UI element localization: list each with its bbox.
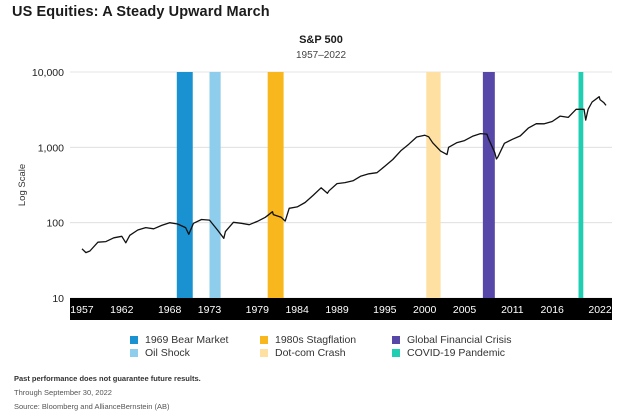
legend-item: COVID-19 Pandemic [392, 347, 505, 359]
legend-label: Global Financial Crisis [407, 334, 512, 346]
x-tick-label: 2022 [588, 304, 612, 316]
chart-legend: 1969 Bear Market Oil Shock 1980s Stagflati… [130, 334, 610, 364]
legend-swatch [130, 349, 138, 357]
legend-swatch [130, 336, 138, 344]
legend-label: COVID-19 Pandemic [407, 347, 506, 359]
sp500-chart: S&P 500 1957–2022 10 100 1,000 10,000 Log Scal… [17, 34, 612, 320]
event-band-4 [482, 72, 495, 298]
legend-swatch [260, 336, 268, 344]
x-tick-label: 1989 [325, 304, 349, 316]
footnote-through-date: Through September 30, 2022 [14, 388, 112, 397]
legend-label: 1980s Stagflation [275, 334, 357, 346]
x-tick-label: 1957 [70, 304, 94, 316]
y-tick-label: 1,000 [38, 142, 64, 154]
legend-swatch [392, 336, 400, 344]
x-tick-label: 1968 [158, 304, 182, 316]
event-band-3 [426, 72, 441, 298]
legend-swatch [260, 349, 268, 357]
legend-label: 1969 Bear Market [145, 334, 229, 346]
legend-item: 1980s Stagflation [260, 334, 356, 346]
legend-swatch [392, 349, 400, 357]
legend-item: Oil Shock [130, 347, 190, 359]
x-tick-label: 1973 [198, 304, 222, 316]
x-tick-label: 1995 [373, 304, 397, 316]
footnote-disclaimer: Past performance does not guarantee futu… [14, 374, 201, 383]
legend-item: Dot-com Crash [260, 347, 346, 359]
x-tick-label: 2000 [413, 304, 437, 316]
event-band-5 [578, 72, 584, 298]
y-axis-label: Log Scale [17, 164, 28, 206]
event-band-0 [176, 72, 193, 298]
x-tick-label: 2016 [541, 304, 565, 316]
event-band-1 [209, 72, 221, 298]
x-tick-label: 1984 [285, 304, 309, 316]
legend-item: Global Financial Crisis [392, 334, 511, 346]
x-tick-label: 2005 [453, 304, 477, 316]
page-title: US Equities: A Steady Upward March [12, 4, 270, 20]
legend-label: Oil Shock [145, 347, 190, 359]
chart-subtitle: 1957–2022 [296, 50, 346, 61]
x-tick-label: 2011 [501, 304, 524, 316]
x-tick-label: 1962 [110, 304, 134, 316]
legend-label: Dot-com Crash [275, 347, 346, 359]
y-tick-label: 10,000 [32, 67, 64, 79]
x-axis-bar [70, 298, 612, 320]
footnote-source: Source: Bloomberg and AllianceBernstein … [14, 402, 170, 411]
footnotes: Past performance does not guarantee futu… [14, 372, 201, 414]
y-tick-label: 10 [52, 293, 64, 305]
y-tick-label: 100 [46, 218, 64, 230]
legend-item: 1969 Bear Market [130, 334, 228, 346]
event-band-2 [267, 72, 284, 298]
x-tick-label: 1979 [246, 304, 270, 316]
chart-title: S&P 500 [299, 34, 343, 46]
series-line-0 [81, 96, 607, 254]
